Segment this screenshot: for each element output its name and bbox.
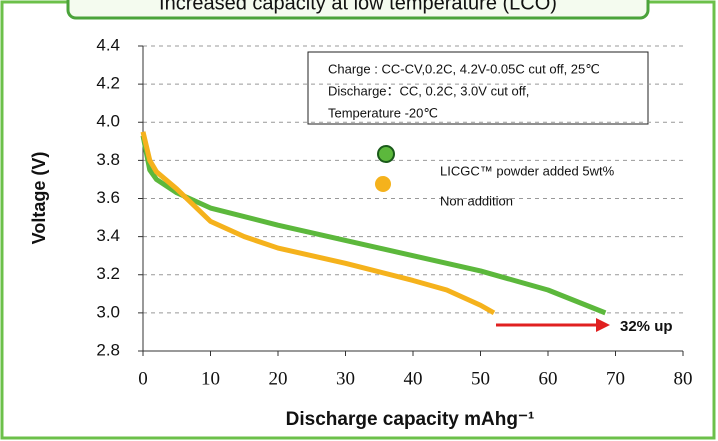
x-tick-label: 0 xyxy=(138,368,148,389)
arrow-head xyxy=(596,318,610,332)
legend-marker xyxy=(375,176,391,192)
y-axis-label: Voltage (V) xyxy=(29,152,49,245)
x-tick-label: 60 xyxy=(539,368,558,389)
y-tick-label: 3.4 xyxy=(96,226,120,245)
x-axis-label: Discharge capacity mAhg⁻¹ xyxy=(286,409,535,430)
y-tick-label: 4.4 xyxy=(96,35,120,54)
condition-text: Temperature -20℃ xyxy=(328,105,438,120)
y-tick-label: 3.0 xyxy=(96,302,120,321)
y-tick-label: 3.2 xyxy=(96,264,120,283)
x-tick-label: 80 xyxy=(674,368,693,389)
title-box xyxy=(66,0,650,20)
x-tick-label: 10 xyxy=(201,368,220,389)
condition-text: Charge : CC-CV,0.2C, 4.2V-0.05C cut off,… xyxy=(328,61,600,76)
legend-marker xyxy=(377,145,395,163)
series-line xyxy=(140,135,607,316)
x-tick-label: 50 xyxy=(471,368,490,389)
legend-label: LICGC™ powder added 5wt% xyxy=(440,163,615,178)
y-tick-label: 4.2 xyxy=(96,74,120,93)
y-tick-label: 4.0 xyxy=(96,112,120,131)
condition-text: Discharge：CC, 0.2C, 3.0V cut off, xyxy=(328,83,529,98)
conditions-box xyxy=(307,51,649,125)
x-tick-label: 40 xyxy=(404,368,423,389)
y-tick-label: 2.8 xyxy=(96,340,120,359)
legend-label: Non addition xyxy=(440,193,513,208)
x-tick-label: 30 xyxy=(336,368,355,389)
chart-title: Increased capacity at low temperature (L… xyxy=(159,0,557,14)
y-tick-label: 3.8 xyxy=(96,150,120,169)
x-tick-label: 20 xyxy=(269,368,288,389)
x-tick-label: 70 xyxy=(606,368,625,389)
y-tick-label: 3.6 xyxy=(96,188,120,207)
series-line xyxy=(140,131,496,316)
annotation: 32% up xyxy=(620,318,673,335)
